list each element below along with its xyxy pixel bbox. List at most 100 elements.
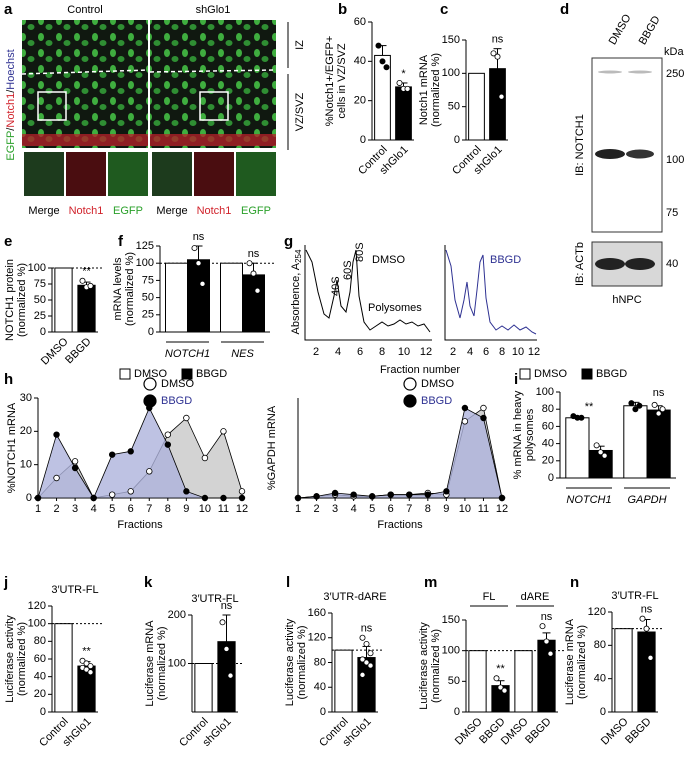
x-tick-label: 5	[369, 503, 375, 515]
data-point	[359, 634, 366, 641]
data-point	[494, 53, 501, 60]
y-axis-label: Luciferase activity	[418, 622, 430, 710]
bar	[489, 68, 506, 141]
inset-label: EGFP	[241, 205, 271, 217]
data-point	[108, 491, 116, 498]
significance: ns	[541, 611, 553, 623]
band	[625, 258, 655, 270]
data-point	[597, 449, 604, 456]
y-axis-label: (normalized %)	[16, 622, 28, 696]
y-axis-label: Luciferase activity	[284, 618, 296, 706]
x-tick-label: GAPDH	[627, 494, 666, 506]
y-axis-label: polysomes	[524, 408, 536, 461]
inset	[24, 152, 64, 196]
y-tick-label: 75	[142, 274, 154, 286]
data-point	[87, 669, 94, 676]
inset-label: Notch1	[197, 205, 232, 217]
legend-swatch	[181, 368, 193, 380]
inset-label: Merge	[28, 205, 59, 217]
y-axis-label: Luciferase mRNA	[564, 618, 576, 705]
y-axis-label: (normalized %)	[576, 625, 588, 699]
cell-label: hNPC	[612, 294, 641, 306]
bar	[468, 72, 485, 141]
vz-band	[22, 134, 148, 146]
panel-label: j	[3, 574, 8, 591]
inset-label: Notch1	[69, 205, 104, 217]
legend-label: DMSO	[161, 378, 194, 390]
x-tick-label: 6	[128, 503, 134, 515]
y-tick-label: 200	[168, 609, 186, 621]
data-point	[164, 431, 172, 438]
x-tick-label: 10	[398, 346, 410, 358]
x-tick-label: 4	[351, 503, 357, 515]
data-point	[71, 464, 79, 472]
y-tick-label: 10	[20, 459, 32, 471]
x-axis-label: Fraction number	[380, 364, 460, 376]
data-point	[220, 494, 227, 502]
significance: ns	[361, 623, 373, 635]
panel-label: b	[338, 1, 347, 18]
data-point	[108, 451, 116, 458]
data-point	[363, 640, 370, 647]
data-point	[201, 454, 209, 462]
data-point	[493, 675, 500, 682]
inset	[152, 152, 192, 196]
y-tick-label: 125	[136, 240, 154, 252]
data-point	[404, 85, 411, 92]
bar	[334, 649, 353, 713]
marker-label: 75	[666, 207, 678, 219]
data-point	[227, 672, 234, 679]
x-tick-label: 2	[313, 346, 319, 358]
y-tick-label: 50	[34, 294, 46, 306]
x-tick-label: NOTCH1	[165, 348, 210, 360]
significance: *	[401, 68, 406, 80]
data-point	[53, 431, 60, 438]
x-tick-label: 8	[499, 346, 505, 358]
y-axis-label: (normalized %)	[430, 629, 442, 703]
data-point	[636, 402, 643, 409]
marker-label: 100	[666, 154, 684, 166]
x-tick-label: 7	[146, 503, 152, 515]
profile-trace	[445, 249, 537, 335]
x-axis-label: Fractions	[377, 519, 423, 531]
data-point	[601, 452, 608, 459]
condition-label: BBGD	[490, 254, 521, 266]
significance: ns	[221, 600, 233, 612]
y-tick-label: 60	[542, 420, 554, 432]
bar	[165, 262, 188, 333]
legend-swatch	[581, 368, 593, 380]
data-point	[199, 280, 206, 287]
x-tick-label: 11	[478, 503, 489, 515]
band	[595, 149, 625, 159]
band	[598, 70, 622, 74]
panel-label: f	[118, 233, 124, 250]
x-tick-label: DMSO	[453, 715, 485, 747]
x-tick-label: 1	[295, 503, 301, 515]
significance: ns	[492, 34, 504, 46]
inset-box	[199, 91, 229, 121]
x-tick-label: 1	[35, 503, 41, 515]
bar	[395, 86, 412, 141]
panel-label: l	[286, 574, 290, 591]
profile-trace	[305, 249, 431, 333]
y-tick-label: 100	[442, 645, 460, 657]
y-tick-label: 25	[34, 310, 46, 322]
panel-g: g Absorbence, A254 40S 60S 80S Polysomes…	[284, 233, 540, 376]
peak-label: 60S	[342, 260, 354, 280]
data-point	[659, 406, 666, 413]
data-point	[71, 458, 79, 465]
y-tick-label: 40	[594, 673, 606, 685]
y-axis-label: (normalized %)	[430, 53, 442, 127]
data-point	[127, 488, 134, 495]
subtitle: 3′UTR-FL	[611, 590, 658, 602]
data-point	[331, 489, 339, 497]
y-tick-label: 80	[594, 639, 606, 651]
inset	[236, 152, 276, 196]
data-point	[87, 282, 94, 289]
x-tick-label: 2	[450, 346, 456, 358]
y-tick-label: 75	[34, 278, 46, 290]
y-tick-label: 20	[34, 688, 46, 700]
x-tick-label: 3	[332, 503, 338, 515]
y-tick-label: 100	[28, 618, 46, 630]
y-tick-label: 60	[354, 16, 366, 28]
